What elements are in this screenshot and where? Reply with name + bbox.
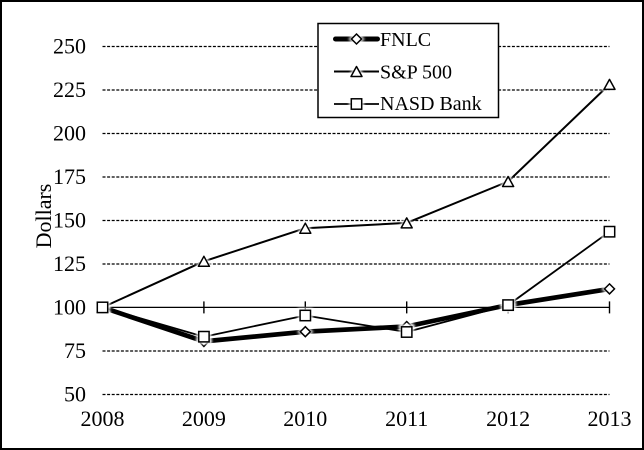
svg-text:50: 50 xyxy=(64,382,86,407)
svg-text:200: 200 xyxy=(53,121,86,146)
svg-text:250: 250 xyxy=(53,34,86,59)
svg-text:2011: 2011 xyxy=(385,406,428,431)
svg-text:NASD Bank: NASD Bank xyxy=(380,93,482,115)
svg-text:2008: 2008 xyxy=(81,406,125,431)
svg-text:2010: 2010 xyxy=(283,406,327,431)
svg-text:FNLC: FNLC xyxy=(380,29,431,51)
svg-text:150: 150 xyxy=(53,208,86,233)
svg-text:2009: 2009 xyxy=(182,406,226,431)
svg-text:175: 175 xyxy=(53,164,86,189)
svg-text:S&P 500: S&P 500 xyxy=(380,62,452,84)
svg-text:Dollars: Dollars xyxy=(31,184,56,249)
svg-text:100: 100 xyxy=(53,295,86,320)
svg-text:225: 225 xyxy=(53,77,86,102)
svg-text:75: 75 xyxy=(64,338,86,363)
svg-text:125: 125 xyxy=(53,251,86,276)
svg-text:2012: 2012 xyxy=(486,406,530,431)
svg-text:2013: 2013 xyxy=(588,406,632,431)
